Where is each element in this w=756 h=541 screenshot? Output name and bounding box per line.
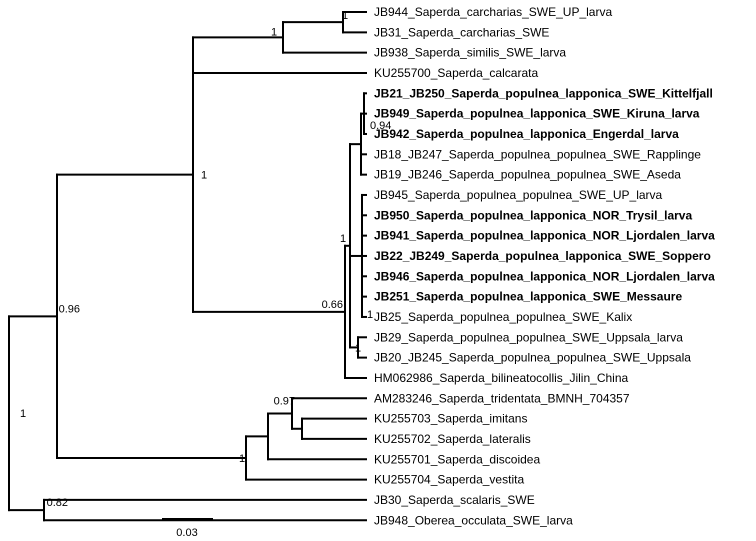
- tip-label: JB21_JB250_Saperda_populnea_lapponica_SW…: [374, 86, 713, 100]
- scale-bar-label: 0.03: [176, 527, 197, 539]
- tip-label: HM062986_Saperda_bilineatocollis_Jilin_C…: [374, 371, 628, 385]
- support-value: 1: [342, 10, 348, 22]
- tip-label: JB949_Saperda_populnea_lapponica_SWE_Kir…: [374, 107, 700, 121]
- support-value: 0.96: [59, 303, 80, 315]
- tip-label: KU255702_Saperda_lateralis: [374, 432, 531, 446]
- tip-labels: JB944_Saperda_carcharias_SWE_UP_larva JB3…: [374, 5, 715, 527]
- support-value: 1: [239, 453, 245, 465]
- support-values: 1 1 0.94 1 1 1 0.66 1 0.97 1 0.96 0.82 1: [20, 10, 391, 509]
- tip-label: JB944_Saperda_carcharias_SWE_UP_larva: [374, 5, 612, 19]
- tip-label: JB22_JB249_Saperda_populnea_lapponica_SW…: [374, 249, 711, 263]
- tip-label: JB251_Saperda_populnea_lapponica_SWE_Mes…: [374, 290, 682, 304]
- tip-label: JB942_Saperda_populnea_lapponica_Engerda…: [374, 127, 679, 141]
- support-value: 1: [340, 233, 346, 245]
- tip-label: JB950_Saperda_populnea_lapponica_NOR_Try…: [374, 208, 692, 222]
- tree-branches: [8, 11, 367, 522]
- tip-label: KU255703_Saperda_imitans: [374, 412, 527, 426]
- tip-label: JB25_Saperda_populnea_populnea_SWE_Kalix: [374, 310, 632, 324]
- support-value: 1: [355, 342, 361, 354]
- support-value: 1: [271, 26, 277, 38]
- tip-label: KU255701_Saperda_discoidea: [374, 452, 540, 466]
- tip-label: JB938_Saperda_similis_SWE_larva: [374, 46, 566, 60]
- tip-label: JB945_Saperda_populnea_populnea_SWE_UP_l…: [374, 188, 663, 202]
- support-value: 0.66: [322, 299, 343, 311]
- tip-label: JB948_Oberea_occulata_SWE_larva: [374, 513, 573, 527]
- tip-label: JB18_JB247_Saperda_populnea_populnea_SWE…: [374, 147, 701, 161]
- support-value: 0.97: [274, 396, 295, 408]
- tip-label: JB31_Saperda_carcharias_SWE: [374, 25, 549, 39]
- tip-label: AM283246_Saperda_tridentata_BMNH_704357: [374, 391, 630, 405]
- tip-label: KU255704_Saperda_vestita: [374, 473, 524, 487]
- tip-label: JB20_JB245_Saperda_populnea_populnea_SWE…: [374, 351, 691, 365]
- support-value: 1: [20, 408, 26, 420]
- tip-label: JB941_Saperda_populnea_lapponica_NOR_Ljo…: [374, 229, 715, 243]
- support-value: 1: [201, 170, 207, 182]
- support-value: 0.82: [47, 497, 68, 509]
- tip-label: JB30_Saperda_scalaris_SWE: [374, 493, 535, 507]
- tip-label: KU255700_Saperda_calcarata: [374, 66, 538, 80]
- tip-label: JB29_Saperda_populnea_populnea_SWE_Uppsa…: [374, 330, 683, 344]
- support-value: 1: [367, 309, 373, 321]
- scale-bar: 0.03: [162, 518, 213, 539]
- tip-label: JB19_JB246_Saperda_populnea_populnea_SWE…: [374, 168, 681, 182]
- tip-label: JB946_Saperda_populnea_lapponica_NOR_Ljo…: [374, 269, 715, 283]
- support-value: 0.94: [370, 120, 391, 132]
